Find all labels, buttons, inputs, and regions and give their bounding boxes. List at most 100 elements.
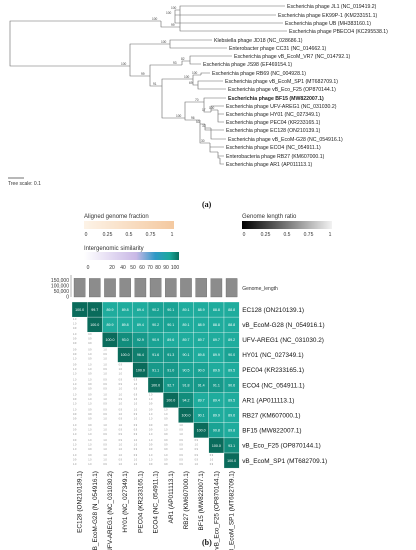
- heatmap-lower-cell: [163, 453, 179, 469]
- tree-scale-bar: Tree scale: 0.1: [8, 177, 41, 187]
- lower-cell-value: 1.0: [179, 448, 183, 451]
- lower-cell-value: 0.9: [149, 428, 153, 431]
- lower-cell-value: 1.0: [88, 368, 92, 371]
- lower-cell-value: 1.0: [73, 433, 77, 436]
- heatmap-lower-cell: [148, 437, 164, 453]
- legend-aligned-tick: 0.5: [126, 232, 133, 238]
- heatmap-cell-value: 89.8: [228, 429, 235, 433]
- legend-aligned-tick: 0.75: [146, 232, 156, 238]
- lower-cell-value: 0.9: [119, 459, 123, 462]
- heatmap-column-label: vB_EcoM-G28 (N_054916.1): [92, 471, 99, 550]
- bootstrap-value: 100: [166, 11, 172, 15]
- lower-cell-value: 1.0: [119, 368, 123, 371]
- legend-genome-length-ratio: Genome length ratio 0 0.25 0.5 0.75 1: [242, 214, 332, 238]
- bootstrap-value: 91: [153, 82, 157, 86]
- bootstrap-value: 30: [201, 139, 205, 143]
- lower-cell-value: 1.0: [119, 463, 123, 466]
- lower-cell-value: 0.9: [103, 413, 107, 416]
- heatmap-cell-value: 89.9: [107, 308, 114, 312]
- heatmap-cell-value: 89.4: [137, 308, 144, 312]
- lower-cell-value: 1.0: [88, 428, 92, 431]
- lower-cell-value: 1.0: [195, 463, 199, 466]
- lower-cell-value: 0.9: [103, 368, 107, 371]
- genome-length-bar: [225, 278, 238, 298]
- legend-aligned-title: Aligned genome fraction: [84, 214, 149, 220]
- heatmap-cell-value: 92.7: [167, 383, 174, 387]
- heatmap-lower-cell: [148, 453, 164, 469]
- lower-cell-value: 1.0: [149, 459, 153, 462]
- heatmap-cell-value: 90.9: [152, 338, 159, 342]
- lower-cell-value: 0.9: [179, 428, 183, 431]
- heatmap-cell-value: 89.8: [198, 353, 205, 357]
- lower-cell-value: 1.0: [103, 428, 107, 431]
- lower-cell-value: 1.0: [88, 353, 92, 356]
- lower-cell-value: 1.0: [73, 443, 77, 446]
- lower-cell-value: 0.9: [73, 418, 77, 421]
- heatmap-lower-cell: [72, 392, 88, 408]
- heatmap-cell-value: 91.3: [167, 353, 174, 357]
- lower-cell-value: 1.0: [73, 403, 77, 406]
- lower-cell-value: 1.0: [103, 418, 107, 421]
- lower-cell-value: 0.9: [134, 388, 138, 391]
- legend-aligned-tick: 0: [85, 232, 88, 238]
- heatmap-cell-value: 100.0: [212, 444, 221, 448]
- heatmap-lower-cell: [132, 437, 148, 453]
- genome-length-bar: [119, 278, 131, 298]
- heatmap-lower-cell: [87, 407, 103, 423]
- lower-cell-value: 0.9: [149, 448, 153, 451]
- legend-similarity-title: Intergenomic similarity: [84, 246, 144, 252]
- lower-cell-value: 1.0: [164, 409, 168, 412]
- heatmap-cell-value: 90.0: [198, 368, 205, 372]
- lower-cell-value: 1.0: [134, 463, 138, 466]
- heatmap-lower-cell: [132, 422, 148, 438]
- genome-length-tick: 150,000: [51, 278, 69, 284]
- heatmap-lower-cell: [102, 407, 118, 423]
- lower-cell-value: 0.9: [88, 424, 92, 427]
- lower-cell-value: 0.9: [88, 338, 92, 341]
- lower-cell-value: 0.9: [134, 433, 138, 436]
- heatmap-row-label: PEC04 (KR233165.1): [242, 367, 304, 374]
- heatmap-cell-value: 89.1: [183, 323, 190, 327]
- lower-cell-value: 0.9: [195, 448, 199, 451]
- heatmap-cell-value: 89.7: [213, 338, 220, 342]
- lower-cell-value: 0.9: [88, 448, 92, 451]
- heatmap-cell-value: 89.4: [137, 323, 144, 327]
- heatmap-column-label: EC128 (ON210139.1): [77, 471, 84, 533]
- heatmap-column-label: AR1 (AP011113.1): [168, 471, 175, 523]
- heatmap-lower-cell: [178, 422, 194, 438]
- panel-a-label: (a): [202, 200, 212, 209]
- lower-cell-value: 0.9: [195, 459, 199, 462]
- lower-cell-value: 0.9: [164, 459, 168, 462]
- heatmap-lower-cell: [132, 392, 148, 408]
- tree-leaf-label: Klebsiella phage JD18 (NC_028686.1): [214, 38, 303, 44]
- lower-cell-value: 1.0: [134, 459, 138, 462]
- lower-cell-value: 0.9: [119, 398, 123, 401]
- lower-cell-value: 0.9: [103, 353, 107, 356]
- heatmap-cell-value: 88.8: [228, 308, 235, 312]
- lower-cell-value: 0.9: [88, 383, 92, 386]
- tree-leaf-label: Escherichia phage JL1 (NC_019419.2): [287, 4, 377, 10]
- lower-cell-value: 0.9: [134, 379, 138, 382]
- legend-length-title: Genome length ratio: [242, 214, 297, 220]
- heatmap-cell-value: 90.1: [198, 414, 205, 418]
- lower-cell-value: 0.9: [134, 428, 138, 431]
- lower-cell-value: 1.0: [73, 318, 77, 321]
- lower-cell-value: 1.0: [149, 413, 153, 416]
- heatmap-lower-cell: [102, 362, 118, 378]
- heatmap-column-label: RB27 (KM607000.1): [183, 471, 190, 529]
- heatmap-lower-cell: [132, 407, 148, 423]
- heatmap-lower-cell: [193, 437, 209, 453]
- heatmap-column-label: BF15 (MW822007.1): [198, 471, 205, 530]
- lower-cell-value: 1.0: [103, 448, 107, 451]
- heatmap-cell-value: 100.0: [90, 323, 99, 327]
- legend-similarity-tick: 90: [163, 265, 169, 271]
- lower-cell-value: 1.0: [134, 398, 138, 401]
- lower-cell-value: 0.9: [73, 439, 77, 442]
- heatmap-cell-value: 100.0: [182, 414, 191, 418]
- lower-cell-value: 0.9: [134, 424, 138, 427]
- heatmap-lower-cell: [178, 437, 194, 453]
- tree-leaf-label: Escherichia phage vB_Eco_F25 (OP870144.1…: [228, 87, 336, 93]
- heatmap-row-label: HY01 (NC_027349.1): [242, 352, 303, 359]
- heatmap-cell-value: 89.7: [198, 398, 205, 402]
